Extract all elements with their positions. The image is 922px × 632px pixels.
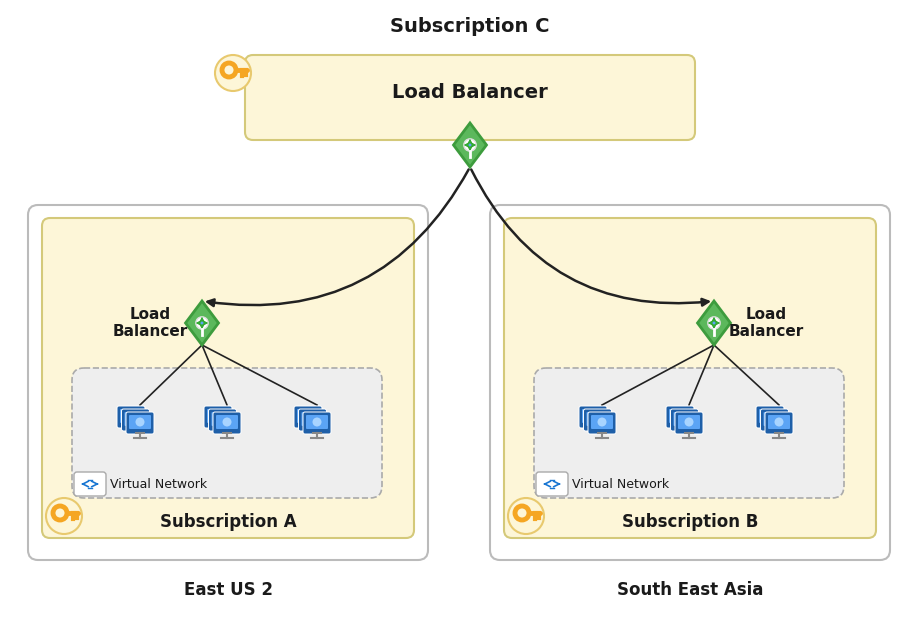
FancyBboxPatch shape: [306, 415, 328, 429]
Circle shape: [199, 320, 205, 326]
Polygon shape: [698, 301, 730, 345]
FancyBboxPatch shape: [122, 409, 149, 431]
Circle shape: [57, 511, 63, 516]
Text: Virtual Network: Virtual Network: [110, 478, 207, 490]
Text: Load Balancer: Load Balancer: [392, 83, 548, 102]
FancyBboxPatch shape: [124, 412, 147, 426]
Circle shape: [765, 411, 774, 420]
FancyBboxPatch shape: [534, 368, 844, 498]
FancyBboxPatch shape: [74, 472, 106, 496]
Text: Subscription B: Subscription B: [621, 513, 758, 531]
Ellipse shape: [215, 55, 251, 91]
FancyBboxPatch shape: [299, 409, 326, 431]
Circle shape: [126, 411, 136, 420]
Circle shape: [680, 415, 689, 423]
FancyBboxPatch shape: [211, 412, 233, 426]
FancyBboxPatch shape: [216, 415, 238, 429]
FancyArrowPatch shape: [471, 169, 708, 305]
FancyBboxPatch shape: [768, 415, 790, 429]
FancyBboxPatch shape: [245, 55, 695, 140]
FancyBboxPatch shape: [586, 412, 609, 426]
Circle shape: [313, 418, 322, 427]
Circle shape: [467, 142, 473, 148]
FancyBboxPatch shape: [536, 472, 568, 496]
Circle shape: [303, 411, 313, 420]
Ellipse shape: [46, 498, 82, 534]
FancyBboxPatch shape: [584, 409, 611, 431]
FancyBboxPatch shape: [72, 368, 382, 498]
FancyBboxPatch shape: [42, 218, 414, 538]
Text: Load
Balancer: Load Balancer: [728, 307, 804, 339]
FancyBboxPatch shape: [670, 409, 699, 431]
FancyBboxPatch shape: [207, 409, 229, 423]
Text: Subscription C: Subscription C: [390, 18, 550, 37]
Text: South East Asia: South East Asia: [617, 581, 763, 599]
FancyBboxPatch shape: [504, 218, 876, 538]
FancyBboxPatch shape: [579, 406, 607, 428]
Circle shape: [136, 418, 145, 427]
FancyArrowPatch shape: [207, 169, 468, 306]
FancyBboxPatch shape: [765, 412, 793, 434]
Text: Virtual Network: Virtual Network: [572, 478, 669, 490]
FancyBboxPatch shape: [591, 415, 613, 429]
Circle shape: [464, 139, 476, 151]
Circle shape: [770, 415, 779, 423]
Polygon shape: [185, 301, 219, 345]
Ellipse shape: [508, 498, 544, 534]
Circle shape: [218, 415, 227, 423]
Circle shape: [676, 411, 684, 420]
FancyBboxPatch shape: [117, 406, 145, 428]
FancyBboxPatch shape: [756, 406, 784, 428]
FancyBboxPatch shape: [669, 409, 691, 423]
Circle shape: [711, 320, 717, 326]
Text: East US 2: East US 2: [183, 581, 273, 599]
Circle shape: [227, 68, 231, 73]
Circle shape: [195, 317, 208, 329]
FancyBboxPatch shape: [759, 409, 781, 423]
FancyBboxPatch shape: [678, 415, 700, 429]
Circle shape: [593, 415, 602, 423]
FancyBboxPatch shape: [490, 205, 890, 560]
FancyBboxPatch shape: [208, 409, 237, 431]
FancyBboxPatch shape: [126, 412, 154, 434]
Circle shape: [308, 415, 317, 423]
Circle shape: [774, 418, 784, 427]
FancyBboxPatch shape: [303, 412, 331, 434]
FancyBboxPatch shape: [582, 409, 604, 423]
Circle shape: [588, 411, 597, 420]
FancyBboxPatch shape: [675, 412, 703, 434]
Circle shape: [684, 418, 693, 427]
Circle shape: [214, 411, 222, 420]
Text: Subscription A: Subscription A: [160, 513, 296, 531]
Polygon shape: [454, 123, 487, 167]
FancyBboxPatch shape: [666, 406, 694, 428]
FancyBboxPatch shape: [297, 409, 319, 423]
FancyBboxPatch shape: [129, 415, 151, 429]
FancyBboxPatch shape: [28, 205, 428, 560]
FancyBboxPatch shape: [294, 406, 322, 428]
FancyBboxPatch shape: [763, 412, 786, 426]
Circle shape: [222, 418, 231, 427]
Circle shape: [519, 511, 525, 516]
Circle shape: [708, 317, 720, 329]
Text: Load
Balancer: Load Balancer: [112, 307, 187, 339]
Circle shape: [597, 418, 607, 427]
FancyBboxPatch shape: [213, 412, 241, 434]
Circle shape: [131, 415, 140, 423]
FancyBboxPatch shape: [673, 412, 695, 426]
FancyBboxPatch shape: [204, 406, 232, 428]
FancyBboxPatch shape: [120, 409, 142, 423]
FancyBboxPatch shape: [301, 412, 324, 426]
FancyBboxPatch shape: [588, 412, 616, 434]
FancyBboxPatch shape: [761, 409, 788, 431]
